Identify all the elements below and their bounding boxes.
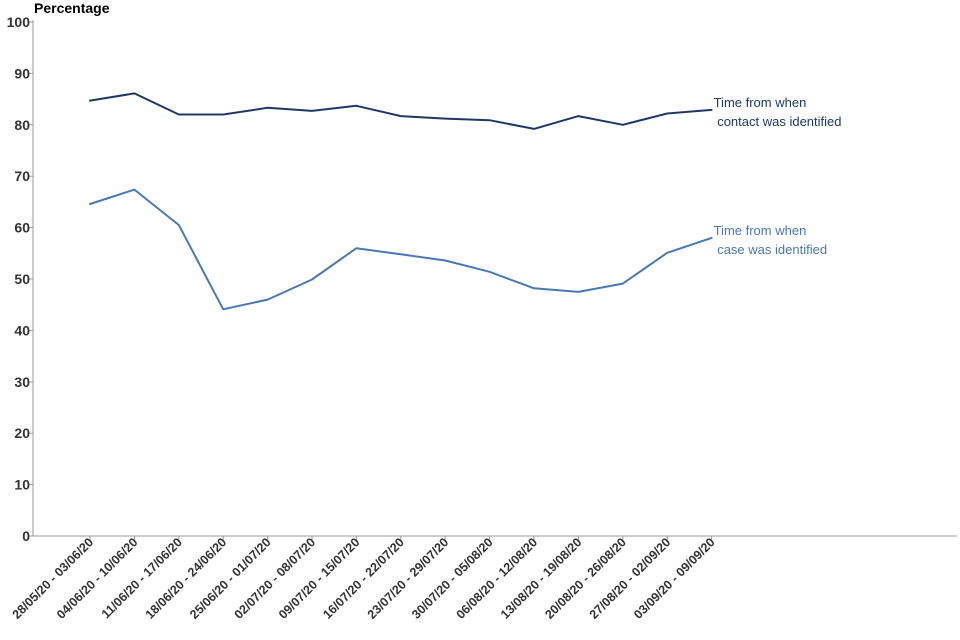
x-tick-label: 13/08/20 - 19/08/20	[498, 535, 585, 622]
x-tick-label: 09/07/20 - 15/07/20	[276, 535, 363, 622]
y-tick-label: 30	[14, 374, 30, 390]
x-tick-label: 16/07/20 - 22/07/20	[320, 535, 407, 622]
y-tick-label: 20	[14, 425, 30, 441]
x-tick-label: 30/07/20 - 05/08/20	[409, 535, 496, 622]
series-label-line: contact was identified	[714, 114, 842, 129]
y-tick-label: 80	[14, 117, 30, 133]
y-tick-label: 90	[14, 65, 30, 81]
y-tick-label: 10	[14, 477, 30, 493]
x-tick-label: 03/09/20 - 09/09/20	[631, 535, 718, 622]
y-tick-label: 50	[14, 271, 30, 287]
x-tick-label: 18/06/20 - 24/06/20	[143, 535, 230, 622]
x-tick-label: 27/08/20 - 02/09/20	[587, 535, 674, 622]
series-labels: Time from when contact was identifiedTim…	[714, 95, 842, 257]
y-tick-label: 100	[7, 14, 31, 30]
y-axis-title: Percentage	[34, 0, 110, 16]
series-label-line: Time from when	[714, 95, 807, 110]
y-ticks: 0 10 20 30 40 50 60 70 80 90 100	[7, 14, 33, 544]
series-line-0	[89, 92, 713, 130]
x-tick-label: 28/05/20 - 03/06/20	[10, 535, 97, 622]
series-label-line: Time from when	[714, 223, 807, 238]
y-tick-label: 40	[14, 322, 30, 338]
x-tick-label: 02/07/20 - 08/07/20	[232, 535, 319, 622]
x-tick-label: 20/08/20 - 26/08/20	[542, 535, 629, 622]
x-tick-label: 23/07/20 - 29/07/20	[365, 535, 452, 622]
series-label-0: Time from when contact was identified	[714, 95, 842, 129]
y-tick-label: 60	[14, 220, 30, 236]
series-label-line: case was identified	[714, 242, 827, 257]
x-tick-label: 11/06/20 - 17/06/20	[99, 535, 185, 621]
x-tick-label: 25/06/20 - 01/07/20	[187, 535, 274, 622]
x-tick-label: 06/08/20 - 12/08/20	[454, 535, 541, 622]
y-tick-label: 0	[22, 528, 30, 544]
y-tick-label: 70	[14, 168, 30, 184]
series-lines	[89, 92, 713, 311]
series-label-1: Time from when case was identified	[714, 223, 827, 257]
series-line-1	[89, 188, 713, 311]
x-tick-label: 04/06/20 - 10/06/20	[54, 535, 141, 622]
